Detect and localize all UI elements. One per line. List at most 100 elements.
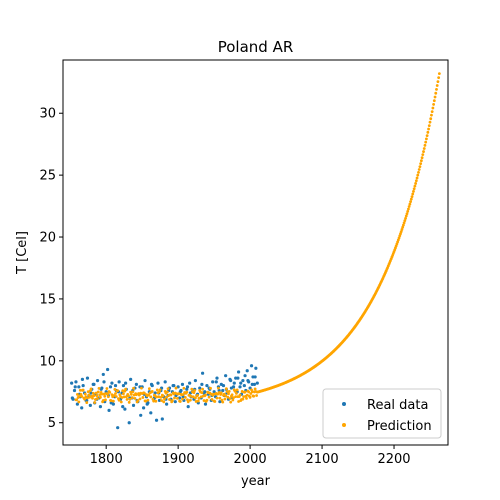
- y-tick-label: 30: [39, 107, 56, 122]
- prediction-point: [128, 401, 131, 404]
- y-tick-label: 10: [39, 354, 56, 369]
- prediction-point: [239, 393, 242, 396]
- prediction-point: [245, 397, 248, 400]
- real-data-point: [102, 380, 105, 383]
- real-data-point: [139, 414, 142, 417]
- legend-marker-prediction: [342, 423, 346, 427]
- prediction-point: [200, 391, 203, 394]
- real-data-point: [256, 382, 259, 385]
- prediction-point: [229, 401, 232, 404]
- prediction-point: [422, 150, 425, 153]
- real-data-point: [155, 419, 158, 422]
- prediction-point: [208, 396, 211, 399]
- prediction-point: [235, 392, 238, 395]
- real-data-point: [165, 403, 168, 406]
- prediction-point: [147, 399, 150, 402]
- prediction-point: [139, 397, 142, 400]
- prediction-point: [426, 134, 429, 137]
- prediction-point: [105, 387, 108, 390]
- legend: Real data Prediction: [323, 389, 441, 438]
- prediction-point: [426, 131, 429, 134]
- real-data-point: [241, 379, 244, 382]
- prediction-point: [437, 76, 440, 79]
- real-data-point: [143, 379, 146, 382]
- real-data-point: [250, 364, 253, 367]
- prediction-point: [430, 114, 433, 117]
- prediction-point: [114, 392, 117, 395]
- prediction-point: [431, 110, 434, 113]
- prediction-point: [421, 153, 424, 156]
- prediction-point: [436, 84, 439, 87]
- prediction-point: [197, 400, 200, 403]
- real-data-point: [124, 382, 127, 385]
- real-data-point: [156, 382, 159, 385]
- prediction-point: [91, 397, 94, 400]
- real-data-point: [203, 390, 206, 393]
- legend-label-prediction: Prediction: [367, 419, 432, 434]
- real-data-point: [99, 405, 102, 408]
- prediction-point: [255, 394, 258, 397]
- prediction-point: [107, 395, 110, 398]
- real-data-point: [236, 377, 239, 380]
- real-data-point: [194, 379, 197, 382]
- prediction-point: [224, 398, 227, 401]
- prediction-point: [116, 389, 119, 392]
- real-data-point: [129, 378, 132, 381]
- real-data-point: [232, 385, 235, 388]
- y-tick-label: 5: [48, 416, 56, 431]
- prediction-point: [421, 156, 424, 159]
- legend-marker-real-data: [342, 402, 346, 406]
- x-tick-label: 1800: [90, 452, 123, 467]
- real-data-point: [215, 377, 218, 380]
- prediction-point: [414, 182, 417, 185]
- prediction-point: [225, 387, 228, 390]
- real-data-point: [186, 385, 189, 388]
- real-data-point: [200, 383, 203, 386]
- real-data-point: [146, 403, 149, 406]
- prediction-point: [432, 103, 435, 106]
- prediction-point: [115, 395, 118, 398]
- prediction-point: [406, 210, 409, 213]
- prediction-point: [104, 398, 107, 401]
- prediction-point: [429, 121, 432, 124]
- prediction-point: [148, 387, 151, 390]
- prediction-point: [415, 179, 418, 182]
- prediction-point: [149, 395, 152, 398]
- real-data-point: [123, 407, 126, 410]
- prediction-point: [201, 388, 204, 391]
- real-data-point: [205, 384, 208, 387]
- prediction-point: [196, 394, 199, 397]
- prediction-point: [424, 144, 427, 147]
- real-data-point: [92, 383, 95, 386]
- x-axis-title: year: [241, 474, 271, 489]
- prediction-point: [417, 171, 420, 174]
- prediction-point: [419, 165, 422, 168]
- prediction-point: [77, 401, 80, 404]
- prediction-point: [122, 392, 125, 395]
- prediction-point: [185, 391, 188, 394]
- real-data-point: [161, 417, 164, 420]
- real-data-point: [229, 379, 232, 382]
- prediction-point: [151, 390, 154, 393]
- real-data-point: [132, 404, 135, 407]
- prediction-point: [231, 393, 234, 396]
- real-data-point: [246, 379, 249, 382]
- prediction-point: [204, 394, 207, 397]
- real-data-point: [211, 380, 214, 383]
- prediction-point: [85, 401, 88, 404]
- real-data-point: [201, 372, 204, 375]
- x-tick-label: 2000: [234, 452, 267, 467]
- prediction-point: [424, 141, 427, 144]
- real-data-point: [82, 384, 85, 387]
- prediction-point: [132, 387, 135, 390]
- prediction-point: [206, 399, 209, 402]
- prediction-point: [84, 393, 87, 396]
- plot-area: [63, 60, 448, 445]
- prediction-point: [156, 388, 159, 391]
- real-data-point: [107, 409, 110, 412]
- real-data-point: [254, 375, 257, 378]
- real-data-point: [254, 367, 257, 370]
- real-data-point: [246, 369, 249, 372]
- prediction-point: [434, 96, 437, 99]
- real-data-point: [121, 405, 124, 408]
